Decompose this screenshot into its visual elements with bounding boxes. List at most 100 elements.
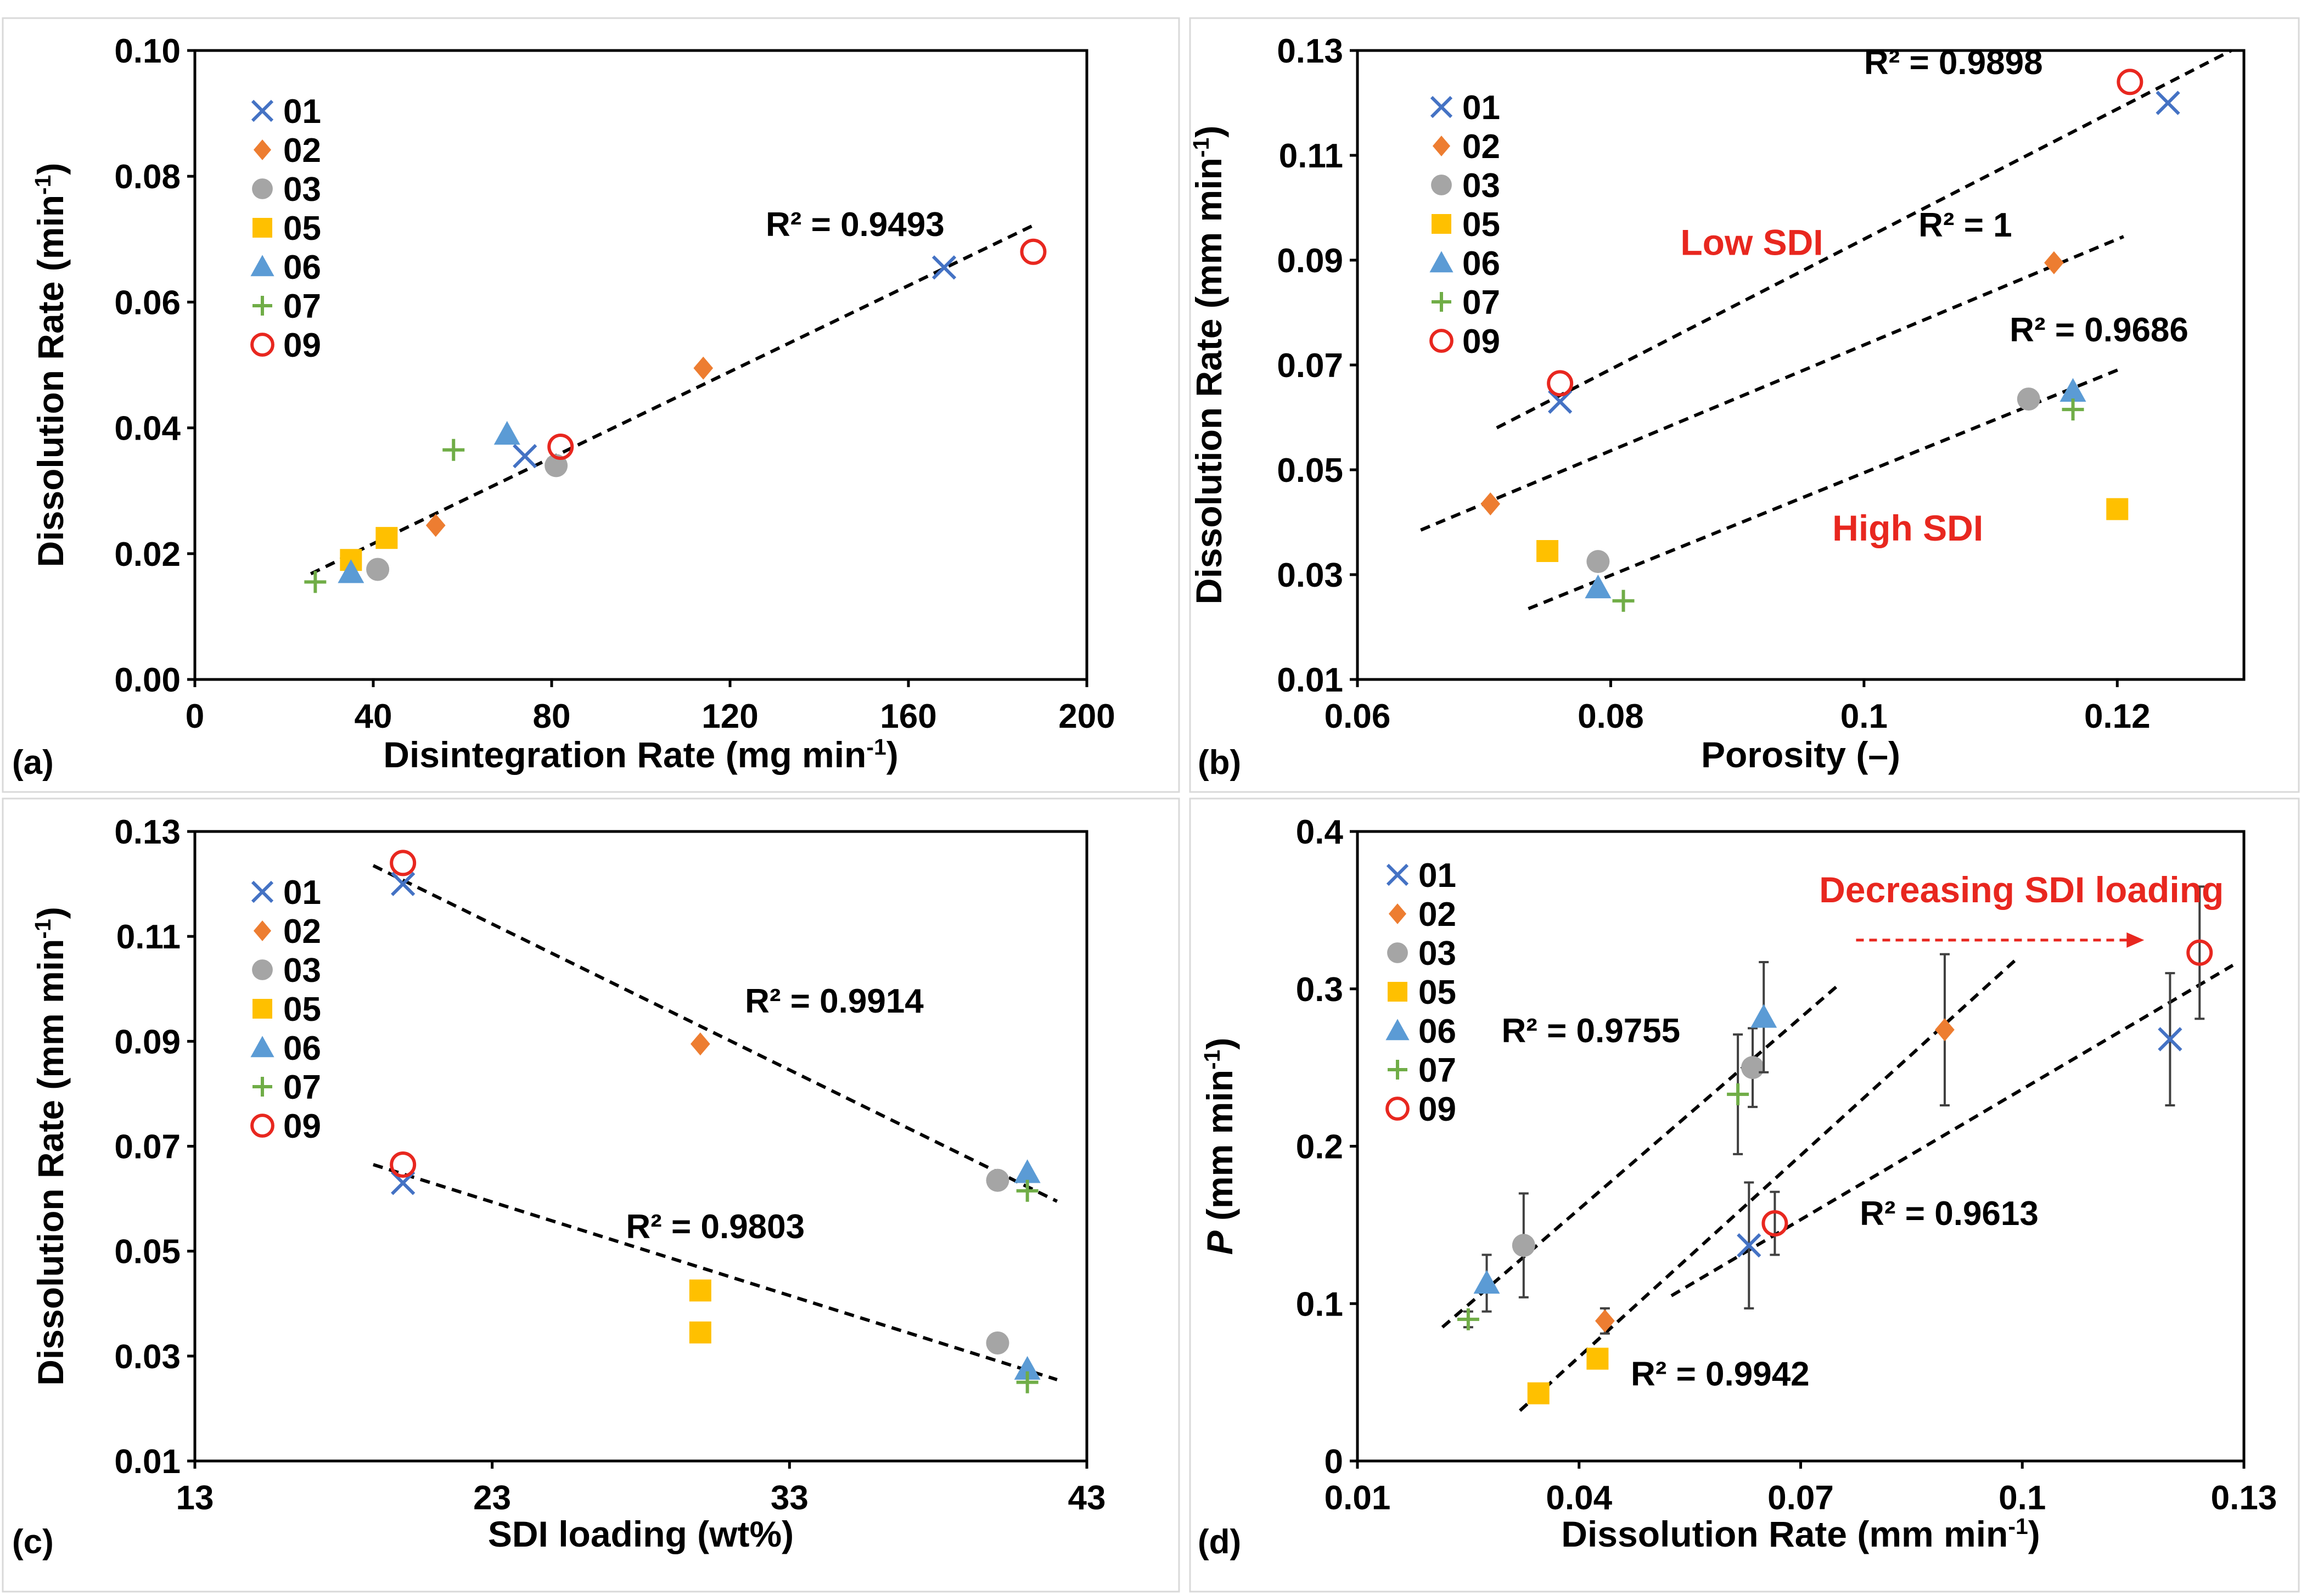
trend-line <box>1441 984 1839 1329</box>
y-tick-label: 0.07 <box>1277 347 1343 385</box>
legend-marker-07 <box>252 1077 272 1097</box>
legend-label-05: 05 <box>283 210 321 248</box>
legend-marker-03 <box>1387 942 1408 963</box>
y-tick-label: 0 <box>1325 1443 1343 1481</box>
y-tick-label: 0.01 <box>1277 661 1343 699</box>
trend-line <box>373 1163 1058 1381</box>
y-tick-label: 0.09 <box>1277 242 1343 280</box>
data-point-01 <box>2158 1027 2182 1052</box>
data-point-07 <box>304 571 327 593</box>
legend-marker-03 <box>252 178 273 199</box>
legend-label-03: 03 <box>1462 167 1500 205</box>
data-point-05 <box>375 527 398 549</box>
y-tick-label: 0.03 <box>114 1338 181 1376</box>
data-point-05 <box>689 1279 711 1302</box>
legend-label-09: 09 <box>1418 1091 1456 1128</box>
legend-marker-02 <box>1432 136 1451 156</box>
legend-marker-01 <box>251 880 274 903</box>
legend-label-02: 02 <box>1418 896 1456 934</box>
y-axis-label: P (mm min-1) <box>1199 1038 1240 1255</box>
data-point-02 <box>1480 492 1501 516</box>
x-axis-label: Disintegration Rate (mg min-1) <box>383 734 898 775</box>
legend-label-09: 09 <box>283 1108 321 1145</box>
legend-label-05: 05 <box>1462 206 1500 244</box>
legend-marker-06 <box>250 1036 274 1058</box>
legend-marker-09 <box>250 333 274 357</box>
legend-marker-09 <box>1385 1097 1410 1121</box>
x-tick-label: 43 <box>1068 1479 1106 1517</box>
y-tick-label: 0.11 <box>116 918 181 956</box>
legend-marker-07 <box>252 296 272 316</box>
panel-label: (d) <box>1198 1523 1241 1561</box>
legend-label-02: 02 <box>283 913 321 951</box>
data-point-03 <box>2017 387 2040 411</box>
data-point-01 <box>1548 389 1573 414</box>
x-axis-label: SDI loading (wt%) <box>488 1514 794 1554</box>
y-tick-label: 0.13 <box>1277 32 1343 70</box>
legend-marker-01 <box>1430 95 1453 119</box>
y-tick-label: 0.4 <box>1296 813 1344 851</box>
data-point-02 <box>690 1032 710 1056</box>
y-tick-label: 0.05 <box>1277 452 1343 490</box>
chart-panel-4: 0 0.1 0.2 0.3 0.4 0.01 0.04 0.07 0.1 0.13 Dissolut… <box>1189 797 2300 1593</box>
legend-label-06: 06 <box>283 249 321 286</box>
legend-label-02: 02 <box>283 132 321 170</box>
trend-line <box>1670 964 2234 1297</box>
legend-marker-03 <box>252 959 273 980</box>
trend-line <box>1519 959 2016 1412</box>
r-squared-label: R² = 1 <box>1918 206 2012 244</box>
data-point-03 <box>1512 1234 1535 1257</box>
data-point-05 <box>2106 498 2129 520</box>
data-point-06 <box>1473 1269 1500 1294</box>
legend-marker-06 <box>250 255 274 277</box>
data-point-03 <box>1741 1056 1765 1080</box>
legend-marker-07 <box>1388 1060 1407 1080</box>
data-point-02 <box>1595 1309 1615 1333</box>
chart-panel-1: 0.00 0.02 0.04 0.06 0.08 0.10 0 40 80 120 160 200 Di… <box>2 17 1180 793</box>
plot-area <box>193 830 1088 1463</box>
region-annotation: Low SDI <box>1680 222 1823 262</box>
region-annotation: Decreasing SDI loading <box>1819 869 2224 910</box>
legend-marker-03 <box>1431 175 1452 195</box>
r-squared-label: R² = 0.9898 <box>1864 44 2043 82</box>
legend-marker-05 <box>1432 214 1451 234</box>
y-tick-label: 0.00 <box>114 661 181 699</box>
r-squared-label: R² = 0.9803 <box>626 1208 805 1246</box>
panel-frame <box>2 17 1180 793</box>
legend-label-01: 01 <box>1418 857 1456 895</box>
data-point-07 <box>1016 1179 1039 1202</box>
legend-marker-02 <box>253 139 272 160</box>
data-point-09 <box>1020 238 1047 265</box>
data-point-02 <box>425 514 446 537</box>
legend-label-09: 09 <box>283 327 321 364</box>
panel-frame <box>1189 17 2300 793</box>
data-point-01 <box>513 444 537 469</box>
x-tick-label: 0.1 <box>1840 698 1888 735</box>
data-point-01 <box>391 872 416 896</box>
y-tick-label: 0.10 <box>114 32 181 70</box>
x-tick-label: 40 <box>355 698 392 735</box>
data-point-07 <box>1612 589 1635 612</box>
legend-label-07: 07 <box>283 1069 321 1106</box>
x-tick-label: 13 <box>176 1479 214 1517</box>
r-squared-label: R² = 0.9755 <box>1501 1012 1680 1050</box>
x-tick-label: 160 <box>880 698 936 735</box>
r-squared-label: R² = 0.9686 <box>2010 311 2188 349</box>
y-axis-label: Dissolution Rate (mm min-1) <box>1188 126 1229 604</box>
r-squared-label: R² = 0.9942 <box>1631 1355 1810 1393</box>
x-tick-label: 120 <box>701 698 758 735</box>
legend-marker-07 <box>1432 292 1451 312</box>
legend-marker-01 <box>1386 863 1409 886</box>
data-point-07 <box>2062 398 2084 421</box>
y-tick-label: 0.1 <box>1296 1285 1343 1323</box>
legend-label-07: 07 <box>1462 284 1500 322</box>
data-point-07 <box>442 439 465 461</box>
data-point-07 <box>1457 1308 1479 1330</box>
trend-line <box>372 864 1058 1203</box>
legend-label-05: 05 <box>1418 974 1456 1011</box>
y-tick-label: 0.06 <box>114 284 181 322</box>
legend-label-02: 02 <box>1462 128 1500 166</box>
